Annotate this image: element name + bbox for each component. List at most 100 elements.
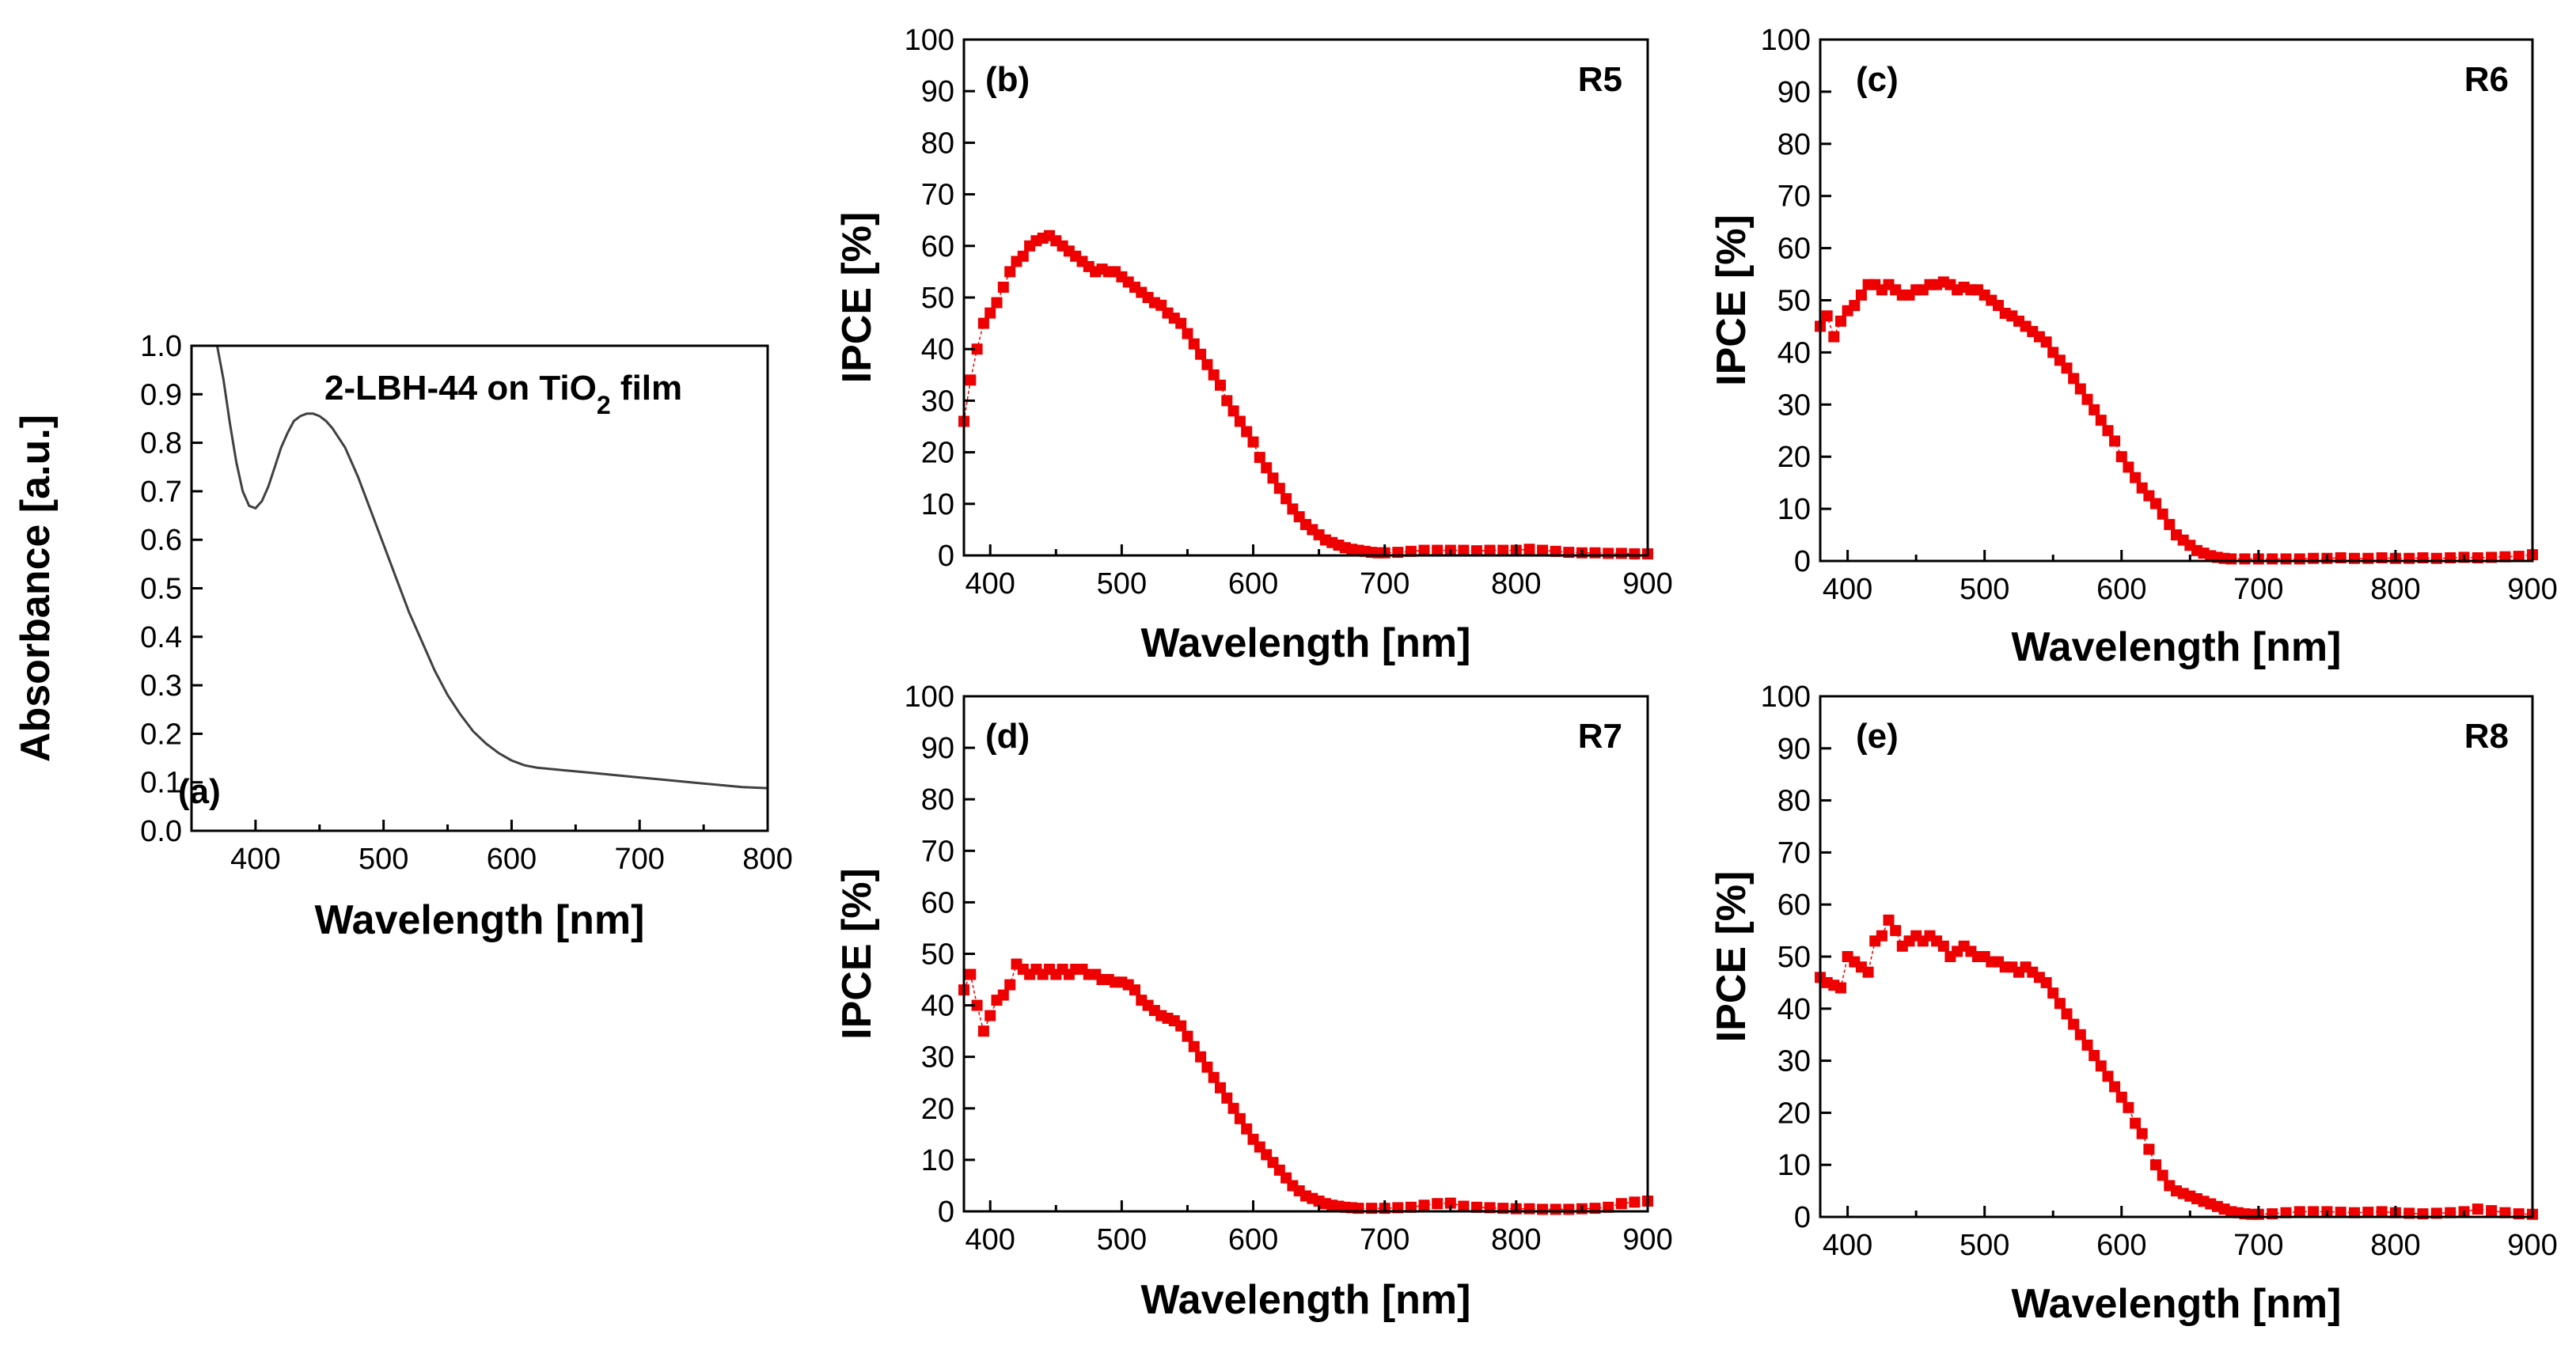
y-tick-label: 0	[938, 1196, 954, 1229]
ipce-point	[2143, 1143, 2155, 1155]
x-axis-title: Wavelength [nm]	[2012, 1281, 2342, 1327]
ipce-point	[1890, 925, 1902, 937]
ipce-point	[2136, 1128, 2148, 1139]
ipce-point	[984, 307, 996, 319]
ipce-point	[1849, 300, 1861, 312]
y-tick-label: 20	[1777, 1097, 1811, 1130]
ipce-point	[965, 374, 977, 386]
ipce-point	[1261, 462, 1273, 474]
x-tick-label: 500	[1097, 567, 1147, 601]
x-tick-label: 500	[1960, 1229, 2009, 1262]
ipce-point	[997, 282, 1009, 293]
y-tick-label: 30	[1777, 388, 1811, 422]
x-tick-label: 900	[2507, 573, 2557, 606]
y-tick-label: 50	[1777, 285, 1811, 318]
ipce-point	[2074, 383, 2086, 395]
y-tick-label: 20	[921, 437, 954, 470]
ipce-point	[1835, 982, 1846, 994]
y-tick-label: 40	[1777, 993, 1811, 1026]
ipce-point	[2102, 1071, 2114, 1082]
y-tick-label: 0.5	[140, 573, 182, 606]
ipce-point	[1471, 545, 1482, 557]
y-tick-label: 0.6	[140, 524, 182, 557]
x-tick-label: 700	[1360, 1223, 1409, 1256]
ipce-point	[1004, 979, 1016, 991]
y-tick-label: 60	[921, 886, 954, 919]
plot-frame	[190, 344, 769, 832]
y-tick-label: 30	[1777, 1045, 1811, 1078]
x-axis-title: Wavelength [nm]	[1141, 1277, 1471, 1323]
y-tick-label: 80	[1777, 128, 1811, 161]
ipce-point	[1267, 472, 1279, 484]
ipce-point	[1937, 940, 1949, 952]
y-tick-label: 1.0	[140, 330, 182, 363]
ipce-point	[1221, 395, 1233, 407]
ipce-point	[1523, 1203, 1535, 1215]
ipce-point	[2362, 1207, 2374, 1218]
ipce-point	[2267, 553, 2278, 565]
y-tick-label: 70	[921, 835, 954, 868]
y-tick-label: 0.7	[140, 476, 182, 509]
x-tick-label: 500	[1960, 573, 2009, 606]
ipce-point	[1835, 315, 1846, 327]
y-tick-label: 70	[1777, 836, 1811, 870]
y-tick-label: 10	[1777, 493, 1811, 526]
ipce-connector-line	[1819, 919, 2533, 1215]
y-tick-label: 60	[1777, 233, 1811, 266]
x-tick-label: 700	[2233, 573, 2283, 606]
ipce-point	[1129, 984, 1140, 996]
y-tick-label: 0	[1794, 1201, 1811, 1234]
ipce-point	[1537, 1203, 1549, 1215]
x-tick-label: 800	[2370, 573, 2420, 606]
ipce-point	[1444, 1197, 1456, 1209]
x-axis-title: Wavelength [nm]	[1141, 620, 1471, 666]
x-tick-label: 500	[359, 843, 408, 876]
ipce-point	[2130, 1117, 2142, 1129]
y-tick-label: 90	[1777, 76, 1811, 109]
ipce-point	[1471, 1201, 1482, 1213]
y-axis-title: Absorbance [a.u.]	[13, 415, 59, 762]
plot-frame	[962, 38, 1649, 557]
ipce-point	[1280, 493, 1292, 505]
panel-label: (a)	[178, 772, 221, 811]
ipce-point	[1247, 436, 1259, 448]
ipce-point	[1563, 1203, 1575, 1215]
y-tick-label: 100	[1761, 24, 1811, 57]
ipce-point	[1550, 545, 1561, 557]
y-tick-label: 90	[921, 732, 954, 765]
ipce-point	[1221, 1092, 1233, 1104]
x-tick-label: 400	[230, 843, 280, 876]
y-tick-label: 60	[921, 230, 954, 263]
y-tick-label: 50	[1777, 941, 1811, 974]
ipce-point	[2280, 1207, 2292, 1218]
ipce-point	[2074, 1029, 2086, 1040]
ipce-point	[1589, 547, 1601, 559]
ipce-connector-line	[1819, 281, 2533, 560]
ipce-point	[2130, 472, 2142, 483]
x-tick-label: 400	[966, 567, 1015, 601]
ipce-point	[1828, 331, 1840, 343]
ipce-point	[2095, 1060, 2107, 1072]
y-tick-label: 0.0	[140, 815, 182, 848]
ipce-point	[2123, 461, 2134, 473]
y-tick-label: 0.9	[140, 378, 182, 411]
y-tick-label: 0.4	[140, 621, 182, 654]
y-tick-label: 20	[921, 1093, 954, 1126]
x-tick-label: 400	[1823, 1229, 1872, 1262]
y-tick-label: 80	[921, 783, 954, 817]
x-tick-label: 600	[487, 843, 537, 876]
y-tick-label: 50	[921, 938, 954, 972]
ipce-point	[1418, 544, 1430, 556]
y-tick-label: 40	[921, 333, 954, 366]
plot-frame	[1819, 38, 2534, 563]
ipce-point	[1201, 358, 1213, 370]
ipce-point	[1227, 405, 1239, 417]
ipce-point	[2349, 1207, 2360, 1218]
x-tick-label: 700	[615, 843, 665, 876]
x-axis-title: Wavelength [nm]	[315, 897, 645, 943]
x-tick-label: 800	[1491, 567, 1541, 601]
ipce-point	[977, 317, 989, 329]
ipce-point	[1182, 1030, 1193, 1042]
ipce-point	[1201, 1061, 1213, 1073]
ipce-point	[2109, 435, 2121, 447]
